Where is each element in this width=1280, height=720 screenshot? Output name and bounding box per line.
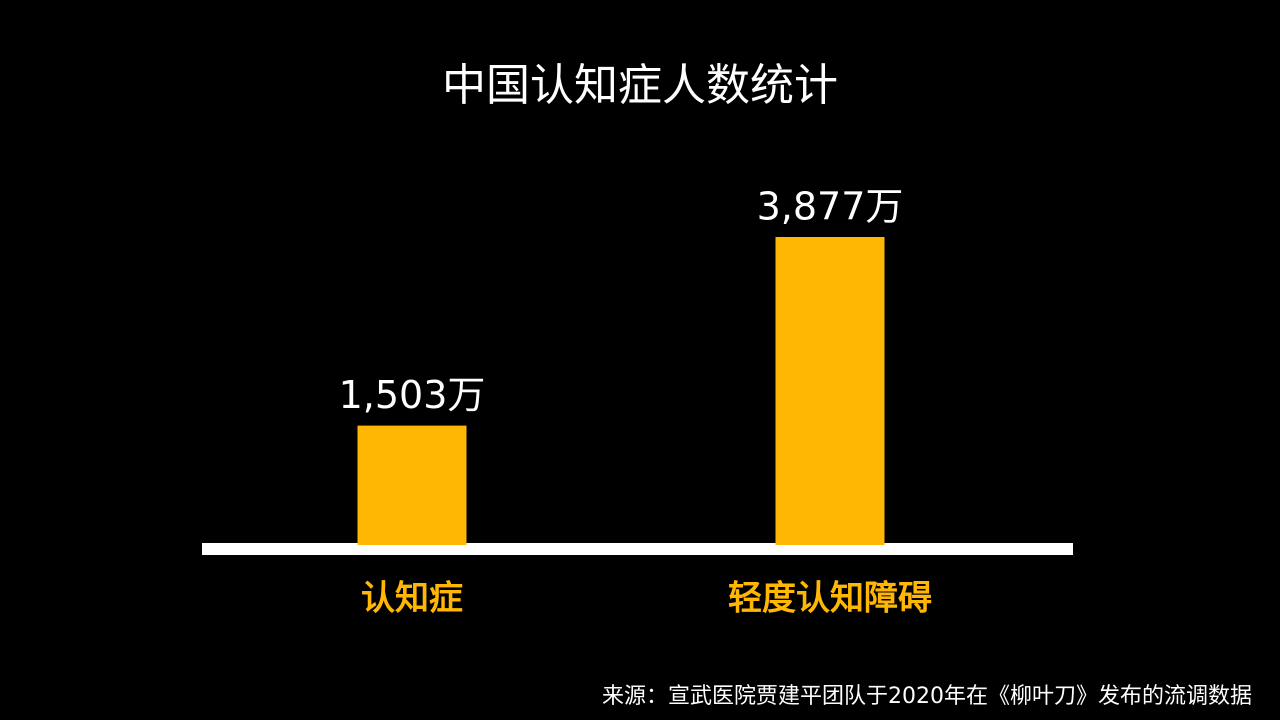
bar [775, 237, 885, 545]
baseline [202, 543, 1073, 555]
source-note: 来源：宣武医院贾建平团队于2020年在《柳叶刀》发布的流调数据 [602, 684, 1252, 709]
chart-title: 中国认知症人数统计 [442, 60, 838, 111]
x-tick-label: 轻度认知障碍 [728, 579, 932, 619]
bar [357, 425, 467, 545]
value-label: 1,503万 [339, 373, 486, 417]
x-tick-label: 认知症 [361, 579, 463, 619]
value-label: 3,877万 [757, 185, 904, 229]
